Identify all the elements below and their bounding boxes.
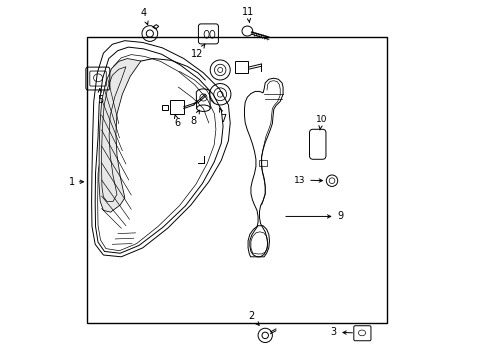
Bar bbox=[234, 62, 248, 73]
Text: 6: 6 bbox=[174, 115, 180, 128]
Text: 8: 8 bbox=[190, 110, 199, 126]
Bar bbox=[162, 105, 168, 111]
Text: 4: 4 bbox=[140, 8, 148, 24]
Text: 3: 3 bbox=[329, 327, 352, 337]
Bar bbox=[258, 160, 266, 166]
Text: 10: 10 bbox=[315, 116, 326, 130]
Text: 1: 1 bbox=[69, 177, 75, 187]
Text: 7: 7 bbox=[219, 108, 226, 123]
Text: 11: 11 bbox=[242, 7, 254, 23]
Text: 12: 12 bbox=[191, 44, 204, 59]
Text: 5: 5 bbox=[97, 89, 103, 105]
Polygon shape bbox=[99, 59, 141, 212]
Text: 9: 9 bbox=[285, 211, 343, 221]
Bar bbox=[170, 100, 183, 114]
Text: 2: 2 bbox=[247, 311, 259, 325]
Text: 13: 13 bbox=[293, 176, 322, 185]
Bar bbox=[87, 37, 386, 323]
